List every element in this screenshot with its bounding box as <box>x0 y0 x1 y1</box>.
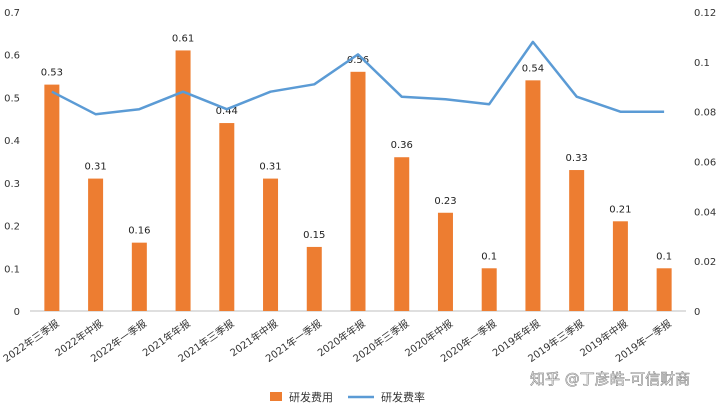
right-tick-label: 0.06 <box>694 158 716 169</box>
right-axis-ticks: 0 0.02 0.04 0.06 0.08 0.1 0.12 <box>694 8 716 318</box>
right-tick-label: 0.04 <box>694 207 716 218</box>
bar <box>569 170 585 311</box>
bar-data-label: 0.21 <box>609 204 631 215</box>
bar-series-rd-expense <box>44 50 672 311</box>
bar-data-label: 0.61 <box>172 33 194 44</box>
legend-swatch-rd-expense <box>270 392 282 401</box>
left-tick-label: 0.5 <box>4 93 20 104</box>
line-series-rd-rate <box>51 40 665 116</box>
bar <box>394 157 410 311</box>
right-tick-label: 0.08 <box>694 108 716 119</box>
legend-label-rd-expense: 研发费用 <box>289 390 333 404</box>
bar <box>44 84 60 311</box>
bar <box>306 246 322 311</box>
bar-data-label: 0.23 <box>434 196 456 207</box>
bar-data-label: 0.54 <box>522 63 544 74</box>
right-tick-label: 0.12 <box>694 8 716 19</box>
right-tick-label: 0.1 <box>694 58 710 69</box>
left-tick-label: 0.7 <box>4 8 20 19</box>
legend-label-rd-rate: 研发费率 <box>381 390 425 404</box>
bar <box>350 71 366 311</box>
left-tick-label: 0.3 <box>4 179 20 190</box>
bar-data-labels: 0.53 0.31 0.16 0.61 0.44 0.31 0.15 0.56 0.36 0.23… <box>41 33 672 262</box>
bar-data-label: 0.31 <box>84 162 106 173</box>
bar <box>612 221 628 311</box>
bar <box>656 268 672 311</box>
bar-data-label: 0.53 <box>41 68 63 79</box>
left-tick-label: 0 <box>14 307 20 318</box>
watermark-text: 知乎 @丁彦皓-可信财商 <box>530 370 690 388</box>
bar-data-label: 0.15 <box>303 230 325 241</box>
left-axis-ticks: 0 0.1 0.2 0.3 0.4 0.5 0.6 0.7 <box>4 8 20 318</box>
bar <box>175 50 191 311</box>
bar-data-label: 0.36 <box>391 140 413 151</box>
bar <box>131 242 147 311</box>
bar-data-label: 0.16 <box>128 226 150 237</box>
bar <box>437 212 453 311</box>
bar-data-label: 0.31 <box>259 162 281 173</box>
left-tick-label: 0.2 <box>4 222 20 233</box>
left-tick-label: 0.1 <box>4 264 20 275</box>
bar <box>525 80 541 311</box>
left-tick-label: 0.6 <box>4 51 20 62</box>
bar <box>219 123 235 311</box>
bar-data-label: 0.1 <box>656 251 672 262</box>
legend: 研发费用 研发费率 <box>270 390 425 404</box>
bar-data-label: 0.56 <box>347 55 369 66</box>
bar <box>481 268 497 311</box>
x-axis-category-labels: 2022年三季报2022年中报2022年一季报2021年年报2021年三季报20… <box>1 317 674 365</box>
x-category-label: 2022年三季报 <box>1 317 62 365</box>
bar-data-label: 0.44 <box>216 106 238 117</box>
bar-data-label: 0.33 <box>566 153 588 164</box>
right-tick-label: 0.02 <box>694 257 716 268</box>
bar <box>88 178 104 311</box>
left-tick-label: 0.4 <box>4 136 20 147</box>
bar-data-label: 0.1 <box>481 251 497 262</box>
bar <box>263 178 279 311</box>
right-tick-label: 0 <box>694 307 700 318</box>
